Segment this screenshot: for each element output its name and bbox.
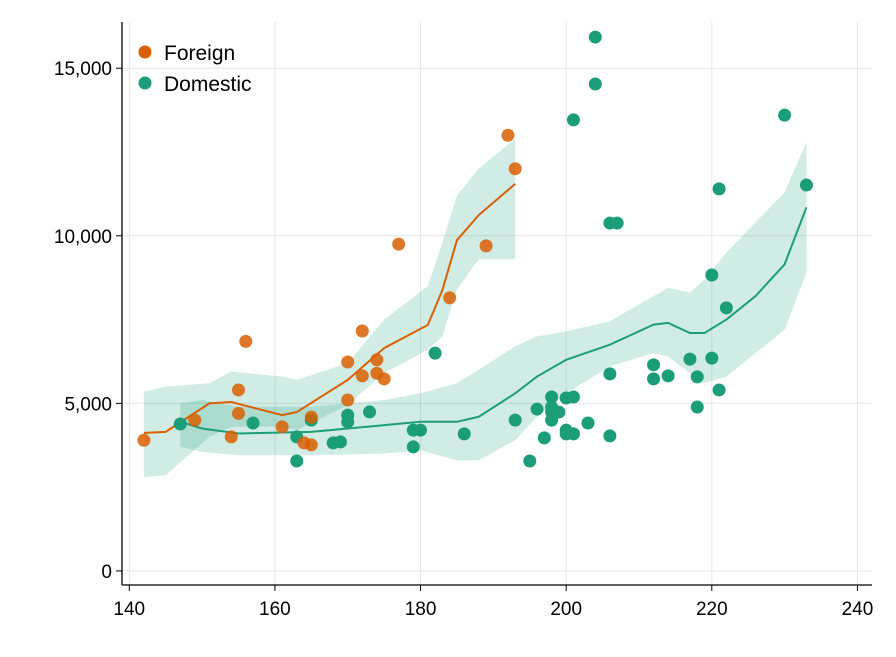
y-tick-label: 0 (101, 562, 112, 583)
fit-line-domestic (179, 206, 808, 435)
data-point-foreign (232, 406, 246, 420)
x-tick-label: 180 (405, 599, 437, 620)
data-point-foreign (501, 128, 515, 142)
data-point-domestic (661, 369, 675, 383)
y-tick-label: 10,000 (54, 227, 112, 248)
data-point-foreign (224, 430, 238, 444)
data-point-domestic (537, 431, 551, 445)
data-point-foreign (377, 372, 391, 386)
legend-label-domestic: Domestic (164, 73, 252, 96)
x-tick-label: 240 (842, 599, 874, 620)
legend-marker-foreign (138, 45, 152, 59)
x-tick-label: 220 (696, 599, 728, 620)
data-point-domestic (778, 108, 792, 122)
data-point-domestic (581, 416, 595, 430)
fit-lines (143, 183, 808, 435)
data-point-domestic (719, 301, 733, 315)
confidence-band-domestic (180, 141, 807, 461)
data-point-foreign (239, 334, 253, 348)
data-point-domestic (588, 77, 602, 91)
data-point-domestic (690, 400, 704, 414)
data-point-foreign (443, 291, 457, 305)
grid (122, 22, 872, 585)
data-point-domestic (552, 405, 566, 419)
data-point-foreign (304, 438, 318, 452)
data-point-domestic (566, 113, 580, 127)
y-tick-label: 5,000 (64, 394, 112, 415)
data-point-domestic (683, 352, 697, 366)
data-point-foreign (392, 237, 406, 251)
data-point-foreign (304, 410, 318, 424)
axes: 140 160 180 200 220 240 0 5,000 10,000 15,000 (54, 22, 873, 620)
y-tick-label: 15,000 (54, 59, 112, 80)
data-point-domestic (246, 416, 260, 430)
data-point-domestic (610, 216, 624, 230)
data-point-domestic (647, 358, 661, 372)
x-tick-label: 160 (259, 599, 291, 620)
data-point-domestic (799, 178, 813, 192)
data-point-foreign (508, 162, 522, 176)
data-point-domestic (363, 405, 377, 419)
data-point-foreign (370, 353, 384, 367)
data-point-domestic (406, 440, 420, 454)
data-point-domestic (530, 402, 544, 416)
data-point-domestic (603, 367, 617, 381)
data-point-foreign (479, 239, 493, 253)
data-point-domestic (414, 423, 428, 437)
data-point-domestic (712, 383, 726, 397)
fit-line-foreign (143, 183, 516, 434)
data-point-domestic (588, 30, 602, 44)
data-point-foreign (341, 393, 355, 407)
data-point-domestic (341, 415, 355, 429)
data-point-domestic (705, 268, 719, 282)
data-point-foreign (355, 369, 369, 383)
data-point-domestic (712, 182, 726, 196)
legend-marker-domestic (138, 76, 152, 90)
data-point-domestic (457, 427, 471, 441)
data-point-domestic (705, 351, 719, 365)
data-point-foreign (137, 433, 151, 447)
data-point-foreign (188, 413, 202, 427)
data-point-domestic (603, 429, 617, 443)
data-point-foreign (275, 420, 289, 434)
data-point-domestic (508, 413, 522, 427)
data-points (137, 30, 813, 468)
legend: Foreign Domestic (138, 42, 252, 96)
data-point-foreign (355, 324, 369, 338)
data-point-domestic (428, 346, 442, 360)
x-tick-label: 140 (113, 599, 145, 620)
confidence-bands (143, 138, 807, 478)
data-point-domestic (647, 372, 661, 386)
data-point-domestic (173, 417, 187, 431)
data-point-domestic (566, 390, 580, 404)
data-point-domestic (523, 454, 537, 468)
data-point-foreign (232, 383, 246, 397)
legend-label-foreign: Foreign (164, 42, 235, 65)
data-point-domestic (290, 454, 304, 468)
data-point-domestic (333, 435, 347, 449)
data-point-domestic (566, 427, 580, 441)
data-point-foreign (341, 355, 355, 369)
data-point-domestic (545, 390, 559, 404)
data-point-domestic (690, 370, 704, 384)
x-tick-label: 200 (550, 599, 582, 620)
